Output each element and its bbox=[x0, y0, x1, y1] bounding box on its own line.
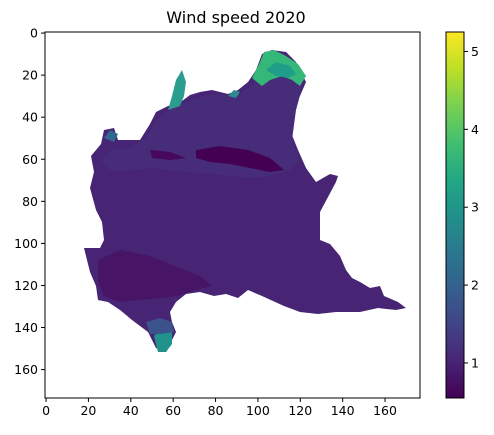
heatmap-image bbox=[84, 50, 406, 352]
x-tick-label: 0 bbox=[42, 403, 50, 418]
x-axis-ticks: 0 20 40 60 80 100 120 140 160 bbox=[42, 398, 397, 418]
prealps-zone bbox=[101, 56, 302, 178]
alpine-valley-2 bbox=[150, 150, 186, 160]
plain-dark-zone bbox=[98, 250, 212, 302]
x-tick-label: 160 bbox=[373, 403, 397, 418]
y-tick-label: 0 bbox=[30, 26, 38, 41]
x-tick-label: 100 bbox=[246, 403, 270, 418]
colorbar-ticks: 1 2 3 4 5 bbox=[464, 44, 479, 370]
alpine-ridge-mid bbox=[228, 90, 240, 98]
y-tick-label: 60 bbox=[22, 152, 38, 167]
colorbar-tick-label: 1 bbox=[471, 355, 479, 370]
y-tick-label: 160 bbox=[14, 362, 38, 377]
colorbar bbox=[445, 31, 465, 399]
y-tick-label: 120 bbox=[14, 278, 38, 293]
y-tick-label: 80 bbox=[22, 194, 38, 209]
colorbar-tick-label: 5 bbox=[471, 44, 479, 59]
y-axis-ticks: 0 20 40 60 80 100 120 140 160 bbox=[14, 26, 45, 377]
axes bbox=[44, 31, 421, 399]
colorbar-tick-label: 2 bbox=[471, 278, 479, 293]
x-tick-label: 20 bbox=[80, 403, 96, 418]
x-tick-label: 80 bbox=[208, 403, 224, 418]
x-tick-label: 120 bbox=[288, 403, 312, 418]
y-tick-label: 100 bbox=[14, 236, 38, 251]
chart-title: Wind speed 2020 bbox=[166, 8, 305, 27]
y-tick-label: 40 bbox=[22, 110, 38, 125]
alpine-ridge-east-core bbox=[266, 62, 296, 78]
alpine-ridge-west bbox=[168, 70, 186, 110]
y-tick-label: 20 bbox=[22, 68, 38, 83]
x-tick-label: 140 bbox=[331, 403, 355, 418]
apennine-slope bbox=[146, 318, 174, 334]
alpine-valley-1 bbox=[196, 146, 284, 172]
colorbar-tick-label: 3 bbox=[471, 200, 479, 215]
y-tick-label: 140 bbox=[14, 320, 38, 335]
alpine-ridge-western-lake bbox=[104, 130, 118, 142]
x-tick-label: 60 bbox=[165, 403, 181, 418]
colorbar-tick-label: 4 bbox=[471, 122, 479, 137]
x-tick-label: 40 bbox=[123, 403, 139, 418]
